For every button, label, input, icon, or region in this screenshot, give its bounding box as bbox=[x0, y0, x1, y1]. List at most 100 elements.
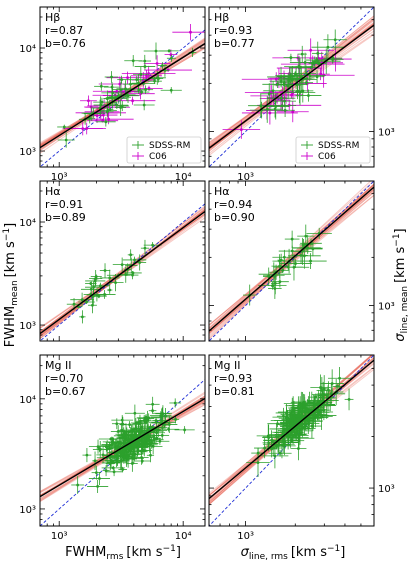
axis-ticks bbox=[39, 355, 205, 527]
sdss-point bbox=[99, 269, 120, 287]
sdss-point bbox=[133, 89, 150, 95]
sdss-point bbox=[157, 425, 168, 430]
legend-label: SDSS-RM bbox=[149, 141, 190, 151]
band-line bbox=[209, 194, 374, 334]
sdss-point bbox=[344, 388, 354, 411]
sdss-point bbox=[111, 81, 131, 98]
band-line bbox=[40, 209, 205, 339]
panel-frame bbox=[39, 6, 206, 168]
sdss-point bbox=[122, 256, 147, 264]
sdss-point bbox=[98, 108, 117, 114]
sdss-point bbox=[162, 408, 169, 424]
sdss-point bbox=[143, 437, 152, 442]
band-line bbox=[209, 32, 374, 147]
sdss-point bbox=[284, 79, 316, 106]
x-axis-title-left-exp: −1 bbox=[163, 544, 176, 554]
band-line bbox=[209, 183, 374, 327]
sdss-point bbox=[306, 57, 328, 64]
y-axis-title-left-units: [km s bbox=[3, 241, 18, 277]
legend-label: SDSS-RM bbox=[318, 141, 359, 151]
sdss-point bbox=[109, 436, 117, 442]
sdss-point bbox=[269, 74, 293, 88]
sdss-point bbox=[125, 439, 134, 456]
c06-point bbox=[80, 95, 97, 106]
sdss-point bbox=[288, 242, 321, 269]
sdss-point bbox=[289, 82, 306, 100]
legend-box bbox=[126, 136, 202, 164]
sdss-point bbox=[57, 132, 75, 148]
y-tick-label: 10³ bbox=[19, 505, 36, 516]
sdss-point bbox=[174, 426, 195, 434]
band-line bbox=[209, 194, 374, 330]
panel-sigma-halpha: 10³ Hαr=0.94b=0.90 bbox=[208, 180, 395, 342]
x-tick-label: 10³ bbox=[237, 172, 254, 183]
sdss-point bbox=[273, 95, 296, 107]
sdss-point bbox=[94, 81, 109, 91]
band-line bbox=[40, 40, 205, 147]
band-line bbox=[209, 27, 374, 151]
sdss-point bbox=[79, 310, 86, 324]
sdss-point bbox=[297, 45, 307, 63]
sdss-point bbox=[103, 82, 121, 93]
sdss-point bbox=[71, 476, 85, 494]
band-line bbox=[40, 39, 205, 154]
sdss-point bbox=[82, 448, 92, 463]
c06-point bbox=[276, 101, 309, 123]
axis-ticks bbox=[208, 354, 375, 527]
y-axis-title-left-exp: −1 bbox=[2, 228, 12, 241]
y-axis-title-left-main: FWHM bbox=[3, 306, 18, 347]
sdss-point bbox=[284, 230, 300, 248]
x-tick-label: 10³ bbox=[51, 531, 68, 542]
fit-line bbox=[209, 186, 374, 332]
sdss-point bbox=[103, 99, 116, 111]
axis-ticks bbox=[208, 6, 375, 168]
fit-line bbox=[209, 359, 374, 500]
sdss-point bbox=[262, 80, 293, 89]
sdss-point bbox=[307, 62, 317, 73]
plot-area bbox=[209, 355, 374, 526]
c06-point bbox=[143, 55, 171, 72]
y-axis-title-right-close: ] bbox=[393, 228, 408, 233]
y-axis-title-right-units: [km s bbox=[393, 246, 408, 282]
sdss-point bbox=[276, 407, 290, 425]
sdss-point bbox=[248, 94, 274, 118]
sdss-point bbox=[85, 281, 97, 286]
axis-ticks bbox=[39, 7, 205, 168]
sdss-point bbox=[261, 443, 289, 469]
sdss-point bbox=[262, 267, 275, 286]
sdss-point bbox=[92, 451, 98, 471]
y-tick-label: 10³ bbox=[378, 484, 395, 495]
sdss-point bbox=[113, 431, 132, 441]
c06-point bbox=[135, 85, 163, 91]
sdss-point bbox=[271, 419, 302, 439]
band-line bbox=[209, 23, 374, 148]
sdss-point bbox=[96, 446, 110, 464]
sdss-point bbox=[92, 99, 108, 117]
fit-line bbox=[40, 397, 205, 498]
sdss-point bbox=[57, 124, 72, 130]
sdss-point bbox=[143, 42, 169, 60]
panel-frame bbox=[208, 354, 375, 527]
sdss-point bbox=[116, 423, 136, 441]
sdss-point bbox=[105, 456, 115, 471]
sdss-point bbox=[286, 430, 300, 444]
sdss-point bbox=[131, 424, 140, 433]
sdss-point bbox=[157, 62, 168, 69]
sdss-point bbox=[134, 440, 150, 446]
sdss-point bbox=[323, 29, 347, 51]
sdss-point bbox=[275, 103, 295, 118]
panel-frame bbox=[208, 6, 375, 168]
plot-area bbox=[40, 24, 205, 167]
sdss-point bbox=[294, 253, 327, 270]
sdss-point bbox=[267, 94, 296, 102]
sdss-point bbox=[127, 249, 134, 261]
panel-r-value: r=0.87 bbox=[45, 24, 83, 37]
panel-line-label: Mg II bbox=[45, 359, 71, 372]
sdss-point bbox=[99, 263, 111, 278]
sdss-point bbox=[112, 257, 132, 272]
panel-b-value: b=0.67 bbox=[45, 385, 86, 398]
